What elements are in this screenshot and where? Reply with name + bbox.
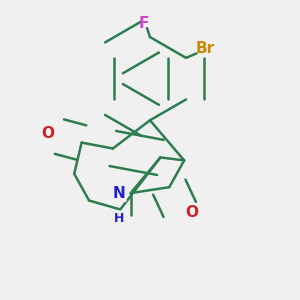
Text: Br: Br (196, 41, 215, 56)
Text: O: O (185, 205, 198, 220)
Text: N: N (112, 186, 125, 201)
Text: H: H (114, 212, 124, 225)
Text: F: F (139, 16, 149, 31)
Text: O: O (41, 126, 54, 141)
